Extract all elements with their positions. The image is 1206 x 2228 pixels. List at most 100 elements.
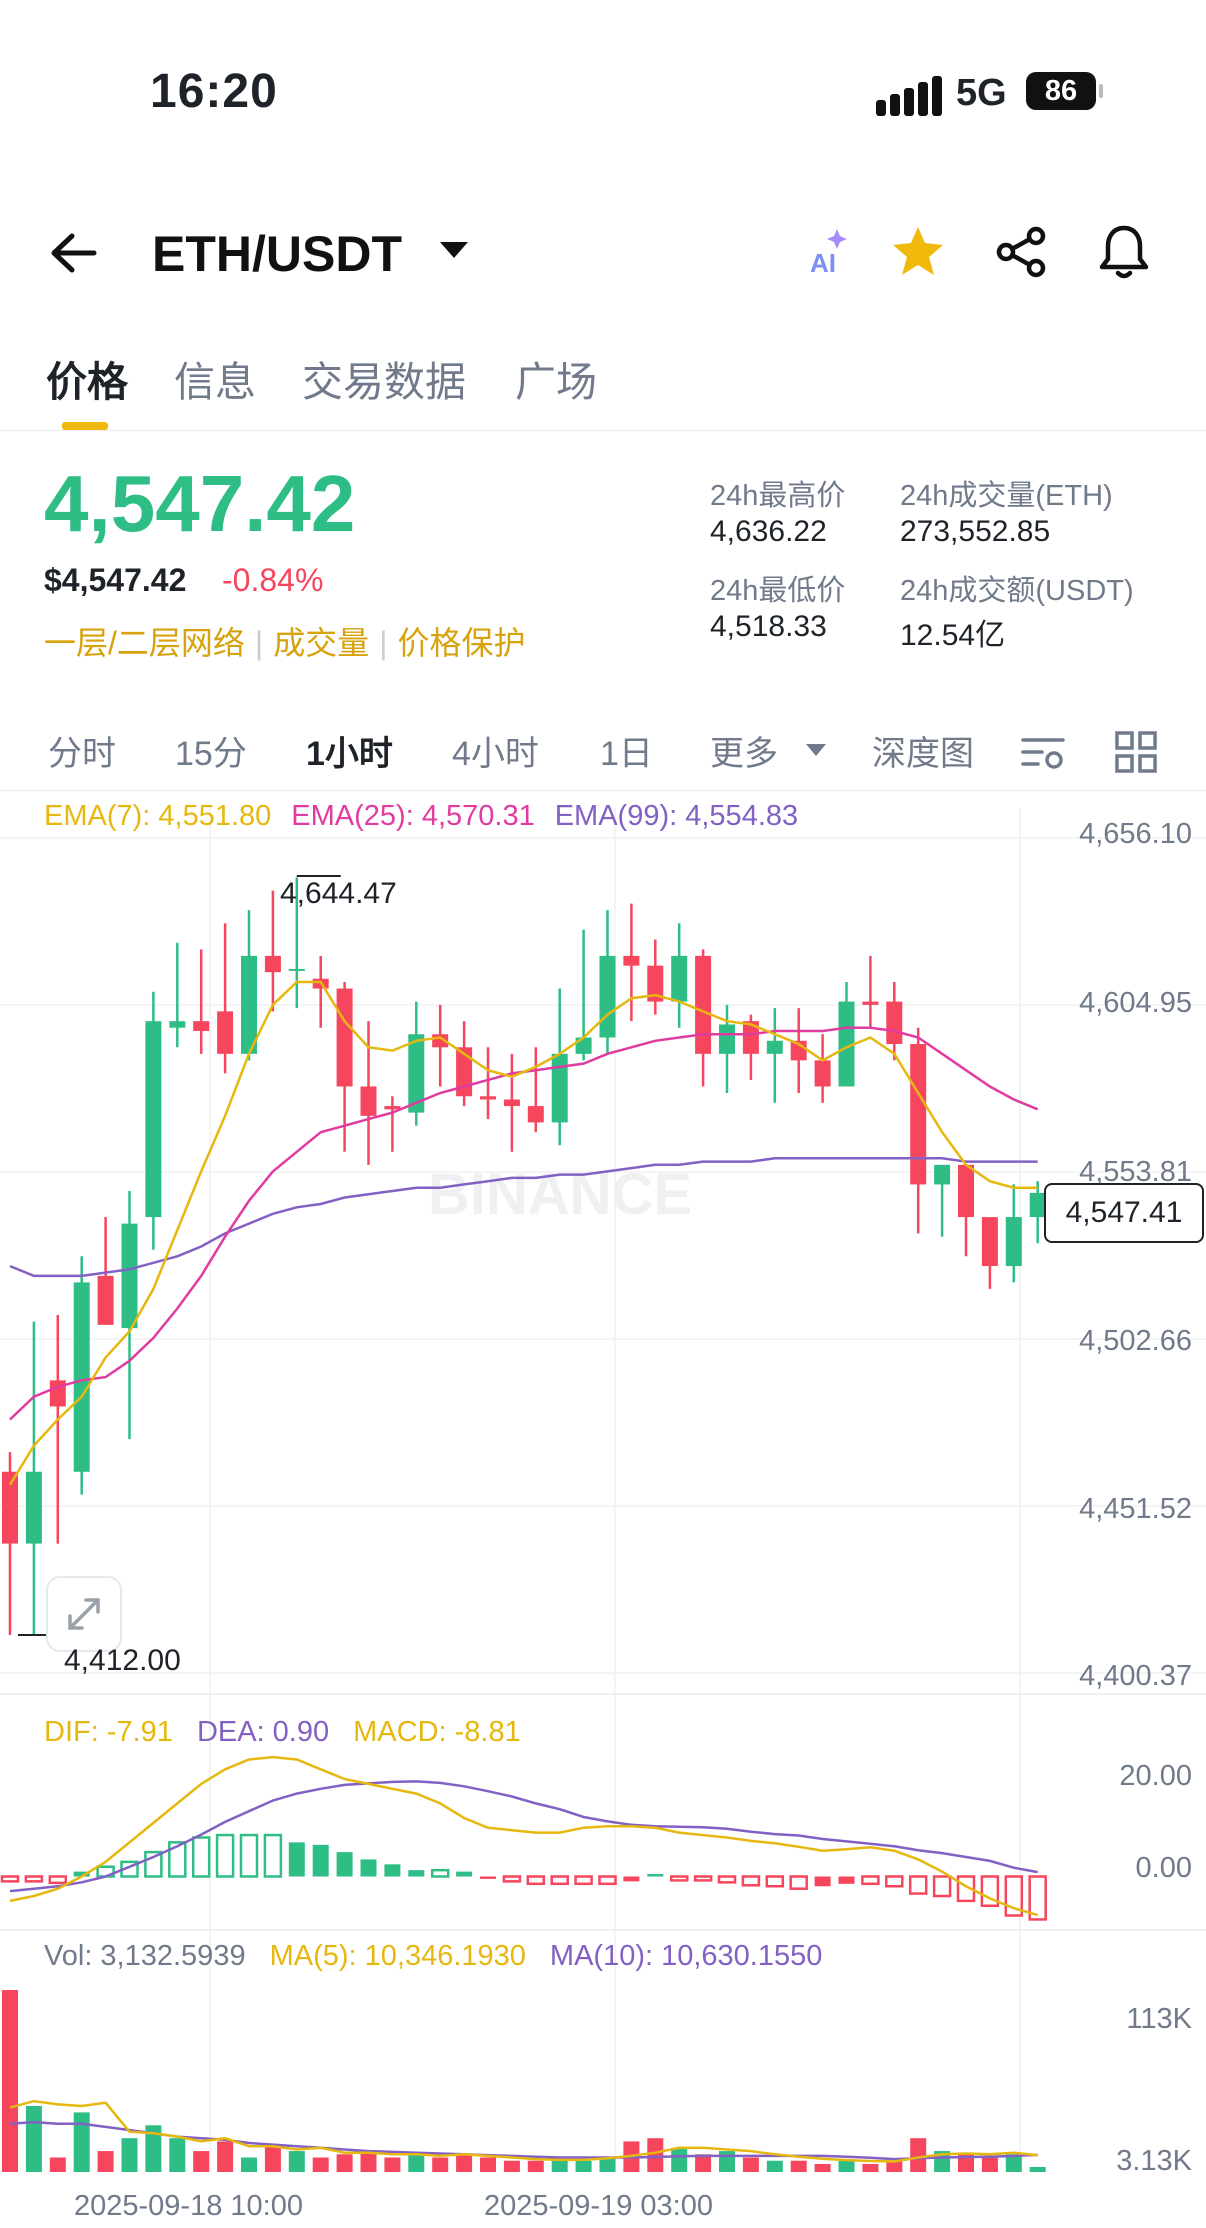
share-icon <box>996 226 1046 278</box>
volume-bar <box>1005 2154 1022 2172</box>
back-arrow-icon <box>51 233 97 273</box>
interval-15m[interactable]: 15分 <box>175 735 247 773</box>
candle-body <box>241 955 257 1054</box>
ai-button[interactable]: AI <box>800 222 860 282</box>
volume-bar <box>408 2154 425 2172</box>
macd-bar <box>814 1876 831 1887</box>
low-marker-label: 4,412.00 <box>64 1644 181 1677</box>
ma5-label: MA(5): 10,346.1930 <box>269 1940 526 1972</box>
vol-eth-value: 273,552.85 <box>900 515 1051 548</box>
macd-bar <box>741 1875 761 1887</box>
macd-bar <box>550 1875 569 1886</box>
macd-y-tick: 20.00 <box>1119 1760 1192 1792</box>
share-button[interactable] <box>992 222 1052 282</box>
network-type: 5G <box>956 72 1007 114</box>
y-tick: 4,451.52 <box>1079 1493 1192 1525</box>
alert-button[interactable] <box>1094 222 1154 282</box>
macd-bar <box>456 1871 473 1877</box>
depth-chart-tab[interactable]: 深度图 <box>872 735 974 773</box>
y-tick: 4,604.95 <box>1079 987 1192 1019</box>
tab-price[interactable]: 价格 <box>46 359 128 405</box>
volume-bar <box>1029 2166 1046 2172</box>
macd-bar <box>526 1875 546 1886</box>
macd-bar <box>73 1871 90 1877</box>
signal-icon <box>876 72 944 116</box>
macd-bar <box>24 1875 44 1883</box>
ema99-label: EMA(99): 4,554.83 <box>554 800 799 832</box>
volume-bar <box>671 2147 688 2172</box>
chart-settings-button[interactable] <box>1020 730 1066 774</box>
volume-bar <box>384 2157 401 2172</box>
candle-body <box>647 965 664 1002</box>
candle-body <box>2 1471 18 1544</box>
interval-more[interactable]: 更多 <box>710 735 778 773</box>
macd-bar <box>908 1875 928 1895</box>
macd-bar <box>480 1876 496 1879</box>
star-icon <box>893 227 943 275</box>
layer-network-link[interactable]: 一层/二层网络 <box>44 625 245 661</box>
macd-bar <box>647 1874 664 1877</box>
active-tab-indicator <box>62 422 108 430</box>
macd-bar <box>502 1875 522 1883</box>
dea-line <box>9 1780 1038 1893</box>
volume-bar <box>503 2160 520 2172</box>
tab-square[interactable]: 广场 <box>515 359 597 405</box>
candle-body <box>958 1164 974 1218</box>
y-tick: 4,400.37 <box>1079 1660 1192 1692</box>
macd-bar <box>838 1876 855 1884</box>
candle-body <box>934 1164 951 1185</box>
tab-trading-data[interactable]: 交易数据 <box>302 359 466 405</box>
candle-body <box>336 988 353 1087</box>
status-indicators: 5G 86 <box>876 72 1206 122</box>
layout-button[interactable] <box>1114 730 1158 774</box>
vol-y-tick: 3.13K <box>1116 2145 1192 2177</box>
vol-usdt-label: 24h成交额(USDT) <box>900 575 1134 607</box>
dif-line <box>9 1755 1039 1917</box>
dif-label: DIF: -7.91 <box>44 1716 173 1748</box>
tab-info[interactable]: 信息 <box>174 359 256 405</box>
volume-link[interactable]: 成交量 <box>273 625 370 661</box>
vol-label: Vol: 3,132.5939 <box>44 1940 246 1972</box>
macd-bar <box>861 1875 880 1886</box>
interval-time[interactable]: 分时 <box>48 735 116 773</box>
volume-bar <box>838 2160 855 2172</box>
candle-body <box>288 968 305 971</box>
fullscreen-button[interactable] <box>46 1576 122 1652</box>
high-value: 4,636.22 <box>710 515 827 548</box>
volume-bar <box>527 2160 544 2172</box>
macd-bar <box>408 1870 425 1877</box>
macd-bar <box>215 1833 235 1878</box>
last-price-tag: 4,547.41 <box>1044 1183 1204 1243</box>
candle-body <box>25 1471 42 1544</box>
volume-bar <box>647 2138 664 2172</box>
volume-bar <box>73 2112 90 2172</box>
interval-1h[interactable]: 1小时 <box>306 735 393 773</box>
macd-bar <box>48 1875 68 1885</box>
volume-bar <box>360 2151 377 2172</box>
status-time: 16:20 <box>150 65 278 118</box>
interval-1d[interactable]: 1日 <box>600 735 653 773</box>
more-caret-icon[interactable] <box>806 744 826 756</box>
candle-body <box>360 1086 377 1116</box>
macd-bar <box>312 1844 329 1877</box>
macd-bar <box>574 1875 593 1886</box>
pair-dropdown-caret-icon[interactable] <box>440 242 468 258</box>
candle-body <box>193 1021 210 1031</box>
price-chart[interactable]: BINANCE <box>0 792 1206 2228</box>
favorite-button[interactable] <box>888 222 948 282</box>
interval-4h[interactable]: 4小时 <box>452 735 539 773</box>
price-usd: $4,547.42 <box>44 562 187 598</box>
ema-legend: EMA(7): 4,551.80 EMA(25): 4,570.31 EMA(99)… <box>44 800 798 833</box>
candle-body <box>456 1047 473 1097</box>
macd-bar <box>263 1833 283 1878</box>
macd-bar <box>598 1875 617 1886</box>
macd-bar <box>239 1833 259 1878</box>
candle-body <box>217 1011 234 1054</box>
vol-eth-label: 24h成交量(ETH) <box>900 480 1113 512</box>
back-button[interactable] <box>48 226 100 280</box>
volume-bar <box>49 2157 66 2172</box>
pair-selector[interactable]: ETH/USDT <box>152 226 402 282</box>
candle-body <box>408 1034 425 1113</box>
dea-label: DEA: 0.90 <box>196 1716 330 1748</box>
price-protection-link[interactable]: 价格保护 <box>397 625 526 661</box>
